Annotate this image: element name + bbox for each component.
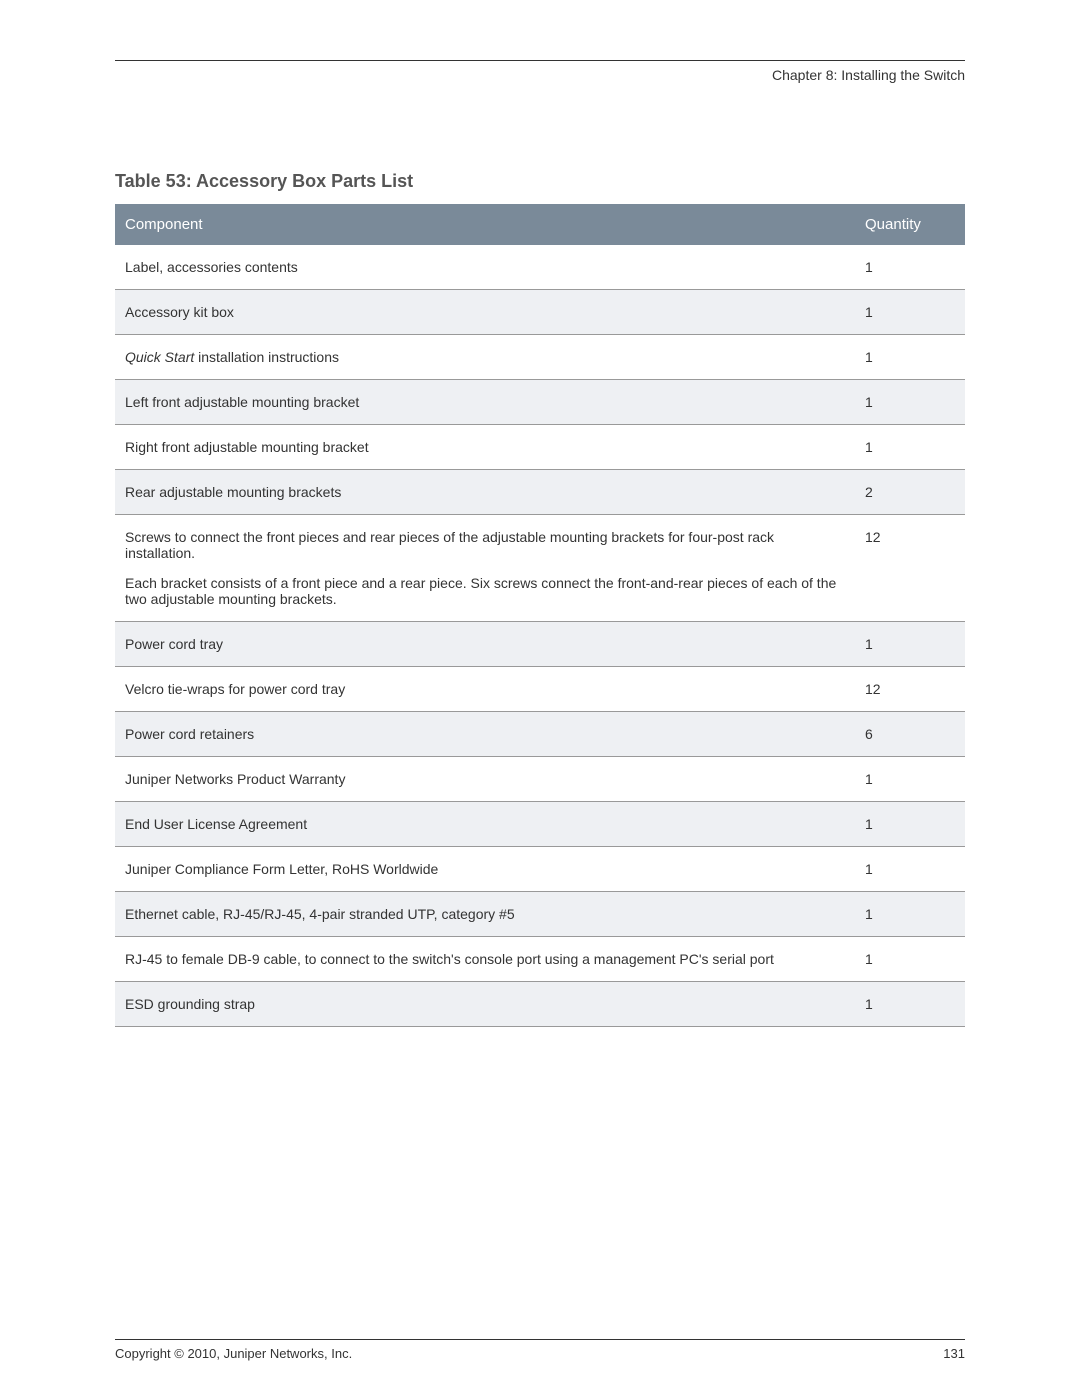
cell-quantity: 1	[855, 757, 965, 802]
cell-quantity: 1	[855, 335, 965, 380]
cell-component: ESD grounding strap	[115, 982, 855, 1027]
cell-quantity: 1	[855, 847, 965, 892]
cell-component: Juniper Compliance Form Letter, RoHS Wor…	[115, 847, 855, 892]
table-row: Accessory kit box 1	[115, 290, 965, 335]
rest-text: installation instructions	[194, 349, 339, 365]
table-row: Quick Start installation instructions 1	[115, 335, 965, 380]
col-quantity: Quantity	[855, 204, 965, 245]
cell-quantity: 6	[855, 712, 965, 757]
cell-component: Power cord tray	[115, 622, 855, 667]
cell-quantity: 1	[855, 982, 965, 1027]
footer-page-number: 131	[943, 1346, 965, 1361]
cell-quantity: 1	[855, 290, 965, 335]
table-row: Juniper Networks Product Warranty 1	[115, 757, 965, 802]
footer-copyright: Copyright © 2010, Juniper Networks, Inc.	[115, 1346, 352, 1361]
cell-quantity: 12	[855, 667, 965, 712]
cell-component: Label, accessories contents	[115, 245, 855, 290]
table-row: End User License Agreement 1	[115, 802, 965, 847]
col-component: Component	[115, 204, 855, 245]
chapter-header: Chapter 8: Installing the Switch	[115, 67, 965, 91]
cell-component: Juniper Networks Product Warranty	[115, 757, 855, 802]
table-row: ESD grounding strap 1	[115, 982, 965, 1027]
cell-quantity: 1	[855, 380, 965, 425]
table-row: Screws to connect the front pieces and r…	[115, 515, 965, 622]
italic-text: Quick Start	[125, 349, 194, 365]
page-footer: Copyright © 2010, Juniper Networks, Inc.…	[115, 1339, 965, 1361]
cell-component: Screws to connect the front pieces and r…	[115, 515, 855, 622]
sub-text: Each bracket consists of a front piece a…	[125, 575, 845, 607]
cell-component: Velcro tie-wraps for power cord tray	[115, 667, 855, 712]
table-row: Left front adjustable mounting bracket 1	[115, 380, 965, 425]
main-text: Screws to connect the front pieces and r…	[125, 529, 774, 561]
cell-quantity: 1	[855, 892, 965, 937]
table-row: Juniper Compliance Form Letter, RoHS Wor…	[115, 847, 965, 892]
cell-component: Left front adjustable mounting bracket	[115, 380, 855, 425]
cell-quantity: 1	[855, 937, 965, 982]
cell-quantity: 1	[855, 425, 965, 470]
cell-component: Right front adjustable mounting bracket	[115, 425, 855, 470]
cell-component: Rear adjustable mounting brackets	[115, 470, 855, 515]
table-row: Right front adjustable mounting bracket …	[115, 425, 965, 470]
cell-component: Ethernet cable, RJ-45/RJ-45, 4-pair stra…	[115, 892, 855, 937]
cell-quantity: 1	[855, 245, 965, 290]
table-row: RJ-45 to female DB-9 cable, to connect t…	[115, 937, 965, 982]
cell-component: End User License Agreement	[115, 802, 855, 847]
table-row: Label, accessories contents 1	[115, 245, 965, 290]
table-row: Power cord retainers 6	[115, 712, 965, 757]
parts-table: Component Quantity Label, accessories co…	[115, 204, 965, 1027]
cell-component: Power cord retainers	[115, 712, 855, 757]
table-row: Power cord tray 1	[115, 622, 965, 667]
cell-quantity: 1	[855, 622, 965, 667]
cell-component: RJ-45 to female DB-9 cable, to connect t…	[115, 937, 855, 982]
table-row: Ethernet cable, RJ-45/RJ-45, 4-pair stra…	[115, 892, 965, 937]
table-row: Velcro tie-wraps for power cord tray 12	[115, 667, 965, 712]
table-title: Table 53: Accessory Box Parts List	[115, 171, 965, 192]
table-row: Rear adjustable mounting brackets 2	[115, 470, 965, 515]
cell-quantity: 12	[855, 515, 965, 622]
cell-component: Accessory kit box	[115, 290, 855, 335]
cell-quantity: 1	[855, 802, 965, 847]
cell-component: Quick Start installation instructions	[115, 335, 855, 380]
cell-quantity: 2	[855, 470, 965, 515]
